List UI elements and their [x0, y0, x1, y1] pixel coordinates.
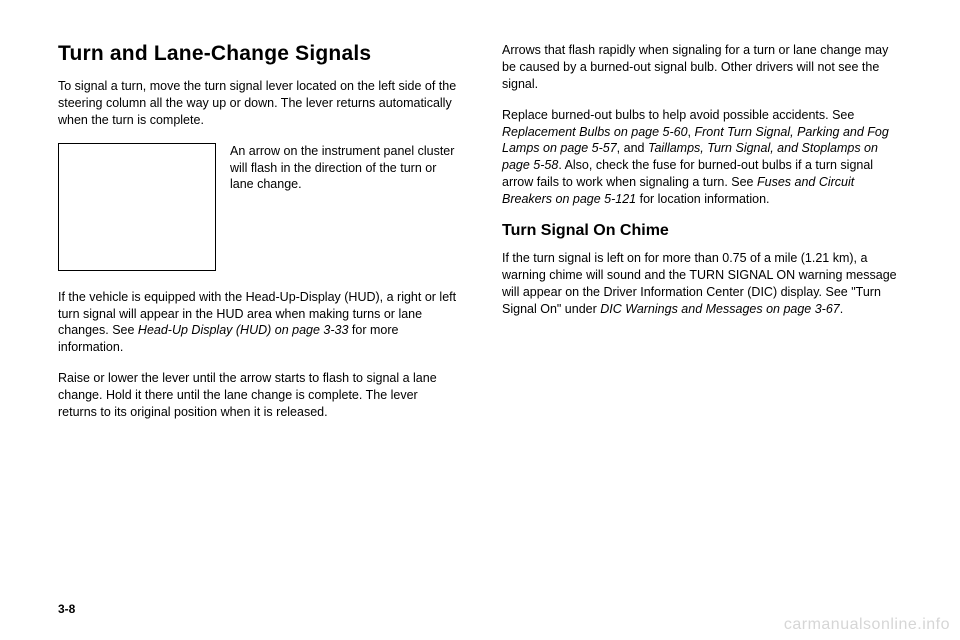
watermark: carmanualsonline.info — [784, 616, 950, 634]
text-run: for location information. — [636, 192, 769, 206]
paragraph: Replace burned-out bulbs to help avoid p… — [502, 107, 902, 208]
text-run: , and — [617, 141, 648, 155]
cross-reference: DIC Warnings and Messages on page 3-67 — [600, 302, 840, 316]
cross-reference: Replacement Bulbs on page 5-60 — [502, 125, 688, 139]
manual-page: Turn and Lane-Change Signals To signal a… — [0, 0, 960, 640]
text-run: Replace burned-out bulbs to help avoid p… — [502, 108, 854, 122]
paragraph: Arrows that flash rapidly when signaling… — [502, 42, 902, 93]
left-column: Turn and Lane-Change Signals To signal a… — [58, 42, 458, 435]
two-column-layout: Turn and Lane-Change Signals To signal a… — [58, 42, 902, 435]
cross-reference: Head-Up Display (HUD) on page 3-33 — [138, 323, 349, 337]
text-run: . — [840, 302, 843, 316]
figure-caption: An arrow on the instrument panel cluster… — [230, 143, 458, 194]
figure-row: An arrow on the instrument panel cluster… — [58, 143, 458, 271]
section-title: Turn and Lane-Change Signals — [58, 42, 458, 66]
right-column: Arrows that flash rapidly when signaling… — [502, 42, 902, 435]
paragraph: If the vehicle is equipped with the Head… — [58, 289, 458, 357]
paragraph: If the turn signal is left on for more t… — [502, 250, 902, 318]
figure-placeholder — [58, 143, 216, 271]
page-number: 3-8 — [58, 602, 75, 616]
text-run: , — [688, 125, 695, 139]
paragraph: Raise or lower the lever until the arrow… — [58, 370, 458, 421]
subsection-title: Turn Signal On Chime — [502, 222, 902, 240]
paragraph: To signal a turn, move the turn signal l… — [58, 78, 458, 129]
